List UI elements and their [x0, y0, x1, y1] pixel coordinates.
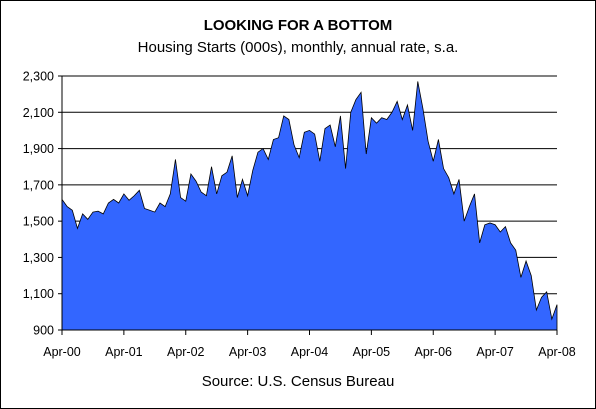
x-tick-label-5: Apr-05	[353, 345, 391, 359]
x-tick-label-0: Apr-00	[43, 345, 81, 359]
x-tick-label-8: Apr-08	[538, 345, 576, 359]
y-tick-label-2: 1,300	[23, 251, 54, 265]
chart-subtitle: Housing Starts (000s), monthly, annual r…	[137, 39, 459, 56]
x-tick-label-1: Apr-01	[105, 345, 143, 359]
y-tick-labels: 900 1,100 1,300 1,500 1,700 1,900 2,100 2,300	[23, 70, 62, 338]
y-tick-label-4: 1,700	[23, 178, 54, 192]
y-tick-label-0: 900	[33, 324, 54, 338]
area-series	[61, 81, 558, 331]
housing-starts-area	[61, 81, 558, 331]
y-tick-label-5: 1,900	[23, 142, 54, 156]
x-tick-labels: Apr-00 Apr-01 Apr-02 Apr-03 Apr-04 Apr-05 Apr-…	[43, 330, 576, 359]
x-tick-label-6: Apr-06	[414, 345, 452, 359]
x-tick-label-3: Apr-03	[229, 345, 267, 359]
y-tick-label-6: 2,100	[23, 106, 54, 120]
chart-title: LOOKING FOR A BOTTOM	[203, 17, 393, 34]
chart-source: Source: U.S. Census Bureau	[201, 373, 395, 390]
y-tick-label-3: 1,500	[23, 215, 54, 229]
x-tick-label-4: Apr-04	[291, 345, 329, 359]
x-tick-label-7: Apr-07	[476, 345, 514, 359]
x-tick-label-2: Apr-02	[167, 345, 205, 359]
y-tick-label-7: 2,300	[23, 70, 54, 84]
y-tick-label-1: 1,100	[23, 287, 54, 301]
